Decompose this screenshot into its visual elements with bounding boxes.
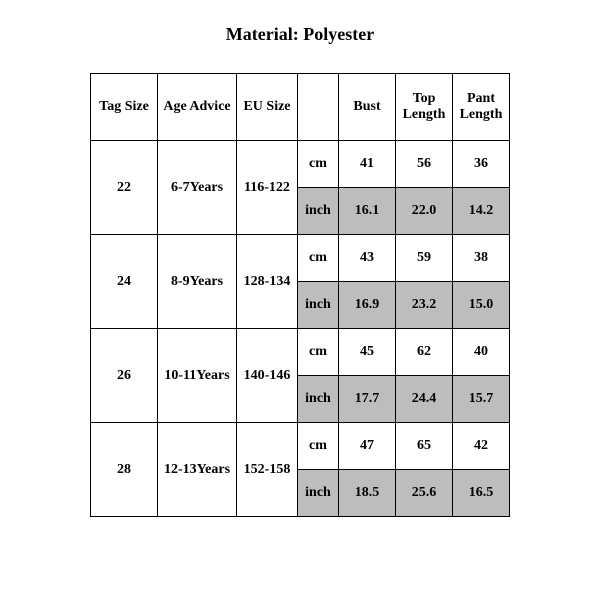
cell-top: 59 <box>396 235 453 282</box>
material-title: Material: Polyester <box>0 24 600 45</box>
cell-bust: 45 <box>339 329 396 376</box>
cell-top: 24.4 <box>396 376 453 423</box>
cell-top: 65 <box>396 423 453 470</box>
col-bust: Bust <box>339 74 396 141</box>
page: Material: Polyester Tag Size Age Advice … <box>0 0 600 600</box>
col-age-advice: Age Advice <box>158 74 237 141</box>
cell-bust: 41 <box>339 141 396 188</box>
cell-pant: 16.5 <box>453 470 510 517</box>
cell-unit-inch: inch <box>298 188 339 235</box>
cell-unit-inch: inch <box>298 376 339 423</box>
cell-unit-cm: cm <box>298 329 339 376</box>
cell-unit-inch: inch <box>298 470 339 517</box>
cell-top: 25.6 <box>396 470 453 517</box>
cell-unit-cm: cm <box>298 141 339 188</box>
cell-age: 8-9Years <box>158 235 237 329</box>
cell-bust: 18.5 <box>339 470 396 517</box>
cell-age: 10-11Years <box>158 329 237 423</box>
cell-tag: 26 <box>91 329 158 423</box>
cell-unit-cm: cm <box>298 235 339 282</box>
cell-pant: 15.0 <box>453 282 510 329</box>
cell-age: 6-7Years <box>158 141 237 235</box>
cell-top: 23.2 <box>396 282 453 329</box>
cell-age: 12-13Years <box>158 423 237 517</box>
cell-pant: 42 <box>453 423 510 470</box>
table-row: 26 10-11Years 140-146 cm 45 62 40 <box>91 329 510 376</box>
cell-eu: 152-158 <box>237 423 298 517</box>
col-eu-size: EU Size <box>237 74 298 141</box>
cell-unit-inch: inch <box>298 282 339 329</box>
col-tag-size: Tag Size <box>91 74 158 141</box>
table-row: 24 8-9Years 128-134 cm 43 59 38 <box>91 235 510 282</box>
size-table: Tag Size Age Advice EU Size Bust Top Len… <box>90 73 510 517</box>
table-row: 28 12-13Years 152-158 cm 47 65 42 <box>91 423 510 470</box>
cell-pant: 40 <box>453 329 510 376</box>
table-header-row: Tag Size Age Advice EU Size Bust Top Len… <box>91 74 510 141</box>
cell-top: 56 <box>396 141 453 188</box>
cell-eu: 128-134 <box>237 235 298 329</box>
cell-pant: 36 <box>453 141 510 188</box>
cell-pant: 15.7 <box>453 376 510 423</box>
cell-top: 22.0 <box>396 188 453 235</box>
cell-eu: 140-146 <box>237 329 298 423</box>
cell-top: 62 <box>396 329 453 376</box>
cell-tag: 28 <box>91 423 158 517</box>
cell-bust: 16.9 <box>339 282 396 329</box>
cell-tag: 22 <box>91 141 158 235</box>
cell-bust: 43 <box>339 235 396 282</box>
cell-pant: 14.2 <box>453 188 510 235</box>
col-unit <box>298 74 339 141</box>
col-pant-length: Pant Length <box>453 74 510 141</box>
cell-bust: 47 <box>339 423 396 470</box>
table-row: 22 6-7Years 116-122 cm 41 56 36 <box>91 141 510 188</box>
cell-bust: 17.7 <box>339 376 396 423</box>
cell-eu: 116-122 <box>237 141 298 235</box>
cell-bust: 16.1 <box>339 188 396 235</box>
col-top-length: Top Length <box>396 74 453 141</box>
cell-tag: 24 <box>91 235 158 329</box>
cell-pant: 38 <box>453 235 510 282</box>
cell-unit-cm: cm <box>298 423 339 470</box>
